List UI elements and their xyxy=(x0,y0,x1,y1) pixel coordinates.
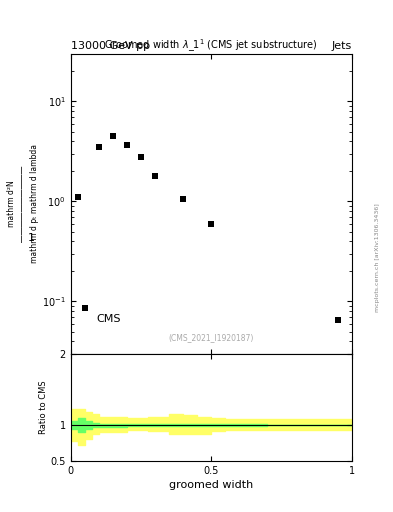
Text: (CMS_2021_I1920187): (CMS_2021_I1920187) xyxy=(169,333,254,342)
Text: mcplots.cern.ch [arXiv:1306.3436]: mcplots.cern.ch [arXiv:1306.3436] xyxy=(375,203,380,312)
Text: 1: 1 xyxy=(28,233,35,243)
X-axis label: groomed width: groomed width xyxy=(169,480,253,490)
Y-axis label: Ratio to CMS: Ratio to CMS xyxy=(39,380,48,434)
Text: 13000 GeV pp: 13000 GeV pp xyxy=(71,41,150,51)
Title: Groomed width $\lambda$_1$^1$ (CMS jet substructure): Groomed width $\lambda$_1$^1$ (CMS jet s… xyxy=(105,37,318,54)
Text: Jets: Jets xyxy=(331,41,352,51)
Text: CMS: CMS xyxy=(96,314,121,324)
Y-axis label: mathrm d²N
――――――――――
mathrm d pₜ mathrm d lambda: mathrm d²N ―――――――――― mathrm d pₜ mathrm… xyxy=(7,144,39,263)
